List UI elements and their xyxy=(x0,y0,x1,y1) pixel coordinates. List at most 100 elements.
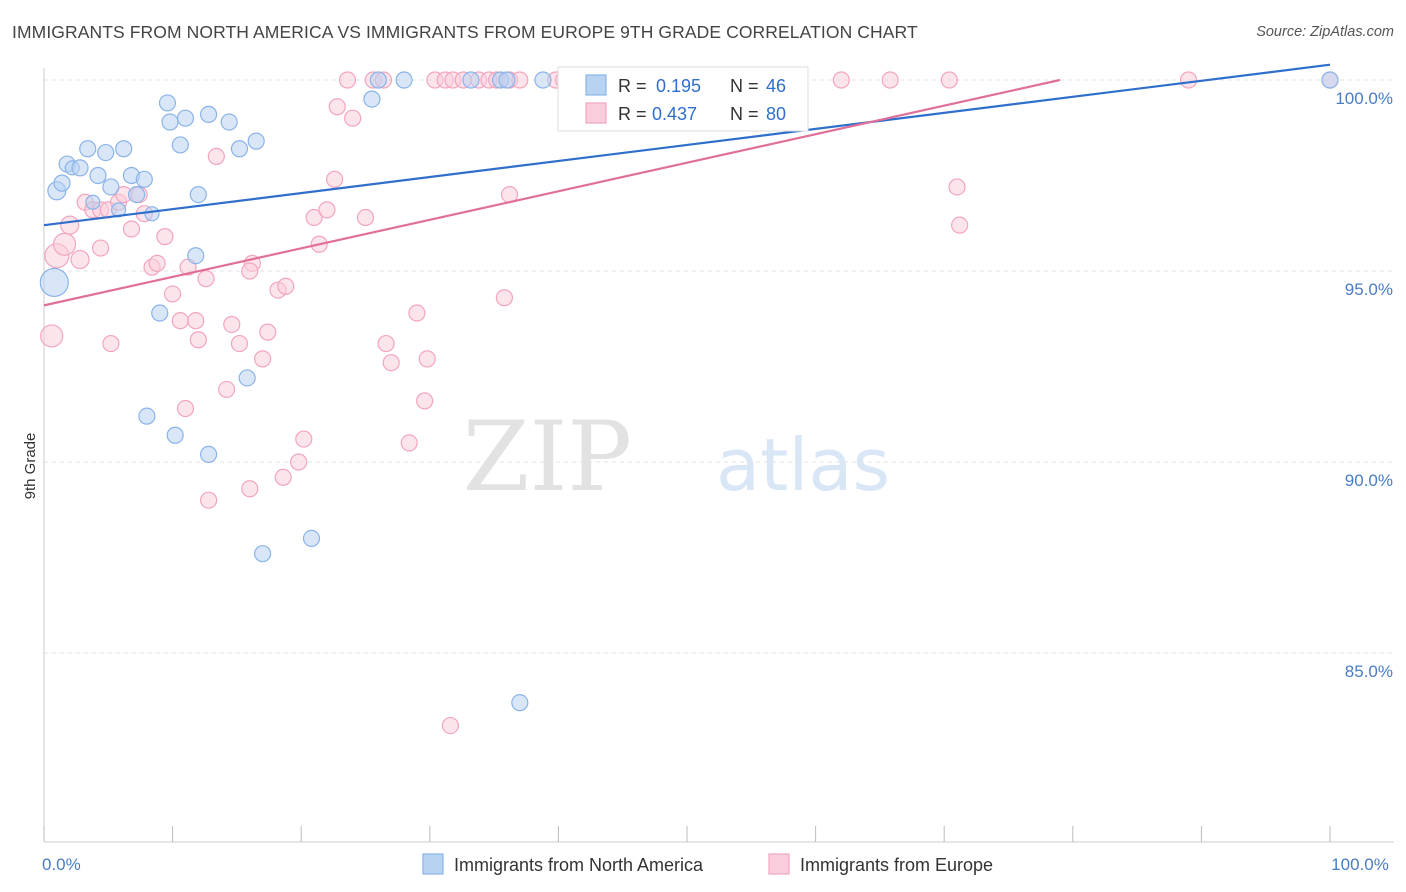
gridlines xyxy=(44,79,1394,654)
point-north-america xyxy=(534,71,552,89)
point-europe xyxy=(344,109,362,127)
legend-r-value-europe: 0.437 xyxy=(652,104,697,124)
point-north-america xyxy=(161,113,179,131)
point-europe xyxy=(102,334,120,353)
watermark-zip: ZIP xyxy=(463,401,632,513)
point-europe xyxy=(171,312,189,330)
legend-swatch-north-america xyxy=(585,74,607,96)
point-europe xyxy=(277,277,295,295)
point-north-america xyxy=(115,140,133,158)
legend-r-label: R = xyxy=(618,76,647,96)
legend-n-value-europe: 80 xyxy=(766,104,786,124)
bottom-legend-swatch-north-america xyxy=(422,853,444,875)
y-axis-label: 9th Grade xyxy=(22,433,39,500)
point-north-america xyxy=(97,143,115,162)
point-north-america xyxy=(53,174,71,192)
point-europe xyxy=(148,254,166,272)
point-north-america xyxy=(302,529,321,548)
point-north-america xyxy=(200,105,218,123)
data-points xyxy=(39,71,1339,735)
point-europe xyxy=(259,323,277,341)
point-north-america xyxy=(158,94,177,112)
point-north-america xyxy=(151,304,169,322)
point-europe xyxy=(122,220,141,238)
point-europe xyxy=(197,270,215,288)
point-north-america xyxy=(247,132,265,150)
point-europe xyxy=(382,354,400,372)
point-europe xyxy=(189,331,207,349)
source-credit: Source: ZipAtlas.com xyxy=(1256,24,1394,40)
point-north-america xyxy=(39,267,69,298)
point-europe xyxy=(441,716,459,735)
x-tick-label: 100.0% xyxy=(1331,855,1389,874)
point-europe xyxy=(416,392,434,410)
point-europe xyxy=(187,312,205,330)
trend-lines xyxy=(43,63,1331,307)
axes: 100.0% 95.0% 90.0% 85.0% 0.0% 100.0% xyxy=(42,68,1394,874)
point-europe xyxy=(274,468,292,486)
point-europe xyxy=(241,262,259,280)
point-europe xyxy=(356,208,375,227)
point-north-america xyxy=(220,113,238,131)
point-north-america xyxy=(89,166,107,185)
point-europe xyxy=(200,491,218,509)
point-europe xyxy=(295,430,313,448)
point-north-america xyxy=(498,71,516,89)
point-north-america xyxy=(71,159,89,177)
point-europe xyxy=(223,315,241,334)
point-europe xyxy=(207,147,225,165)
point-europe xyxy=(377,334,395,353)
point-europe xyxy=(40,324,64,348)
y-tick-label: 95.0% xyxy=(1345,280,1393,299)
point-north-america xyxy=(138,407,156,425)
point-europe xyxy=(318,201,336,219)
legend-n-value-north-america: 46 xyxy=(766,76,786,96)
point-europe xyxy=(940,71,958,89)
point-north-america xyxy=(127,186,146,204)
point-europe xyxy=(290,453,308,471)
y-tick-label: 90.0% xyxy=(1345,471,1393,490)
point-europe xyxy=(418,350,436,368)
series-legend: Immigrants from North America Immigrants… xyxy=(422,853,993,875)
point-europe xyxy=(230,334,249,353)
watermark-atlas: atlas xyxy=(716,423,890,507)
point-north-america xyxy=(200,445,218,463)
point-europe xyxy=(328,98,346,116)
point-north-america xyxy=(363,90,381,108)
point-north-america xyxy=(102,178,120,196)
bottom-legend-swatch-europe xyxy=(768,853,790,875)
point-europe xyxy=(338,71,357,89)
point-north-america xyxy=(395,71,413,89)
point-north-america xyxy=(511,694,529,712)
point-north-america xyxy=(369,71,387,89)
point-north-america xyxy=(238,369,256,387)
legend-n-label: N = xyxy=(730,76,759,96)
point-north-america xyxy=(1321,71,1339,89)
point-europe xyxy=(60,215,80,235)
stats-legend: R = 0.195 N = 46 R = 0.437 N = 80 xyxy=(557,66,809,132)
trend-line-north-america xyxy=(43,63,1331,227)
point-europe xyxy=(176,399,195,418)
point-europe xyxy=(70,249,90,270)
point-north-america xyxy=(187,247,205,265)
point-europe xyxy=(254,350,272,368)
bottom-legend-label-north-america: Immigrants from North America xyxy=(454,855,704,875)
legend-swatch-europe xyxy=(585,102,607,124)
point-europe xyxy=(156,228,174,246)
point-europe xyxy=(495,289,513,307)
x-tick-label: 0.0% xyxy=(42,855,81,874)
legend-r-value-north-america: 0.195 xyxy=(656,76,701,96)
point-europe xyxy=(948,178,966,196)
y-tick-label: 85.0% xyxy=(1345,662,1393,681)
point-europe xyxy=(400,434,418,452)
point-north-america xyxy=(135,170,153,188)
point-north-america xyxy=(144,206,160,222)
point-europe xyxy=(326,170,344,188)
legend-r-label: R = xyxy=(618,104,647,124)
point-north-america xyxy=(254,545,272,563)
point-europe xyxy=(91,239,110,257)
point-north-america xyxy=(230,140,249,158)
point-north-america xyxy=(171,136,189,154)
point-europe xyxy=(1179,71,1198,89)
